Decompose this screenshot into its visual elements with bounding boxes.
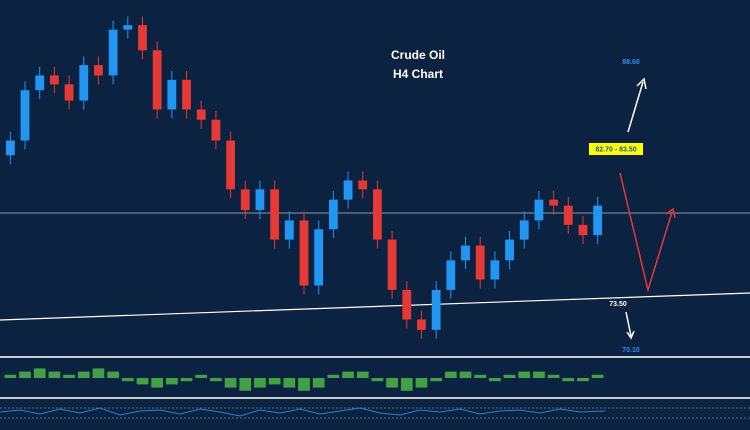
candle-body [255,189,265,211]
candle-body [226,140,235,190]
histogram-bar [210,378,222,382]
histogram-bar [562,378,575,382]
candle-body [446,260,456,290]
scenario-path [619,172,673,293]
trend-line [0,292,750,321]
histogram-bar [342,371,354,378]
candle-body [343,180,353,200]
candle-body [417,319,426,330]
candle-body [563,205,573,225]
histogram-bar [547,374,560,378]
histogram-bar [63,374,75,378]
candle-body [108,29,118,76]
histogram-bar [165,378,178,385]
candle-body [152,50,162,110]
candle-body [270,189,280,240]
candle-body [196,109,206,120]
arrow-head [626,330,635,340]
candle-body [94,65,103,76]
histogram-bar [577,378,589,382]
oscillator-line [0,407,606,417]
histogram-bar [224,378,237,388]
arrow-head [665,207,676,219]
histogram-bar [254,378,266,388]
histogram-bar [430,378,443,382]
histogram-bar [77,371,90,378]
target-label: 70.10 [622,347,640,354]
candle-body [299,220,309,286]
histogram-bar [386,378,398,388]
candle-body [358,180,368,190]
candle-body [431,289,441,330]
candle-body [534,199,544,221]
candle-body [35,75,45,91]
histogram-bar [591,374,604,378]
histogram-bar [518,371,531,378]
histogram-bar [503,374,516,378]
histogram-bar [283,378,296,388]
candle-body [64,84,74,101]
histogram-bar [371,378,384,382]
candle-body [284,220,294,240]
histogram-bar [459,371,472,378]
candle-body [519,220,529,240]
candle-body [49,75,59,85]
chart-subtitle: H4 Chart [393,67,443,81]
zone-label-bg [589,143,643,155]
candle-body [20,90,30,141]
chart-title: Crude Oil [391,48,445,62]
support-label: 73.50 [609,301,627,308]
histogram-bar [474,374,487,378]
histogram-bar [195,374,208,378]
histogram-bar [33,368,46,378]
candle-body [490,260,500,280]
candle-body [402,289,412,320]
histogram-bar [415,378,428,388]
histogram-bar [107,371,119,378]
candle-body [387,239,397,290]
candle-body [314,229,324,286]
histogram-bar [180,378,193,382]
candle-body [167,79,177,110]
candle-body [5,140,15,156]
histogram-bar [4,374,17,378]
histogram-bar [356,371,369,378]
target-label: 88.60 [622,59,640,66]
histogram-bar [312,378,325,388]
candle-body [593,205,603,236]
candle-body [578,224,588,236]
histogram-bar [19,371,31,378]
histogram-bar [92,368,105,378]
candle-body [79,65,89,101]
candle-body [211,119,221,141]
candle-body [549,199,559,206]
arrow [627,81,644,133]
histogram-bar [327,374,340,378]
candle-body [373,189,382,240]
candle-body [240,189,250,211]
histogram-bar [268,378,281,385]
candle-body [475,245,485,280]
histogram-bar [489,378,501,382]
histogram-bar [444,371,457,378]
arrow-head [636,77,647,90]
histogram-bar [533,371,545,378]
histogram-bar [121,378,134,382]
zone-label: 82.70 - 83.50 [595,146,636,153]
histogram-bar [239,378,252,391]
candle-body [123,25,133,30]
arrow [625,311,632,337]
candle-body [505,239,514,261]
candle-body [461,245,470,261]
histogram-bar [48,371,61,378]
histogram-bar [400,378,413,391]
histogram-bar [151,378,164,388]
histogram-bar [136,378,149,385]
candle-body [182,79,191,110]
candle-body [328,199,338,230]
candle-body [138,25,147,51]
histogram-bar [298,378,310,391]
